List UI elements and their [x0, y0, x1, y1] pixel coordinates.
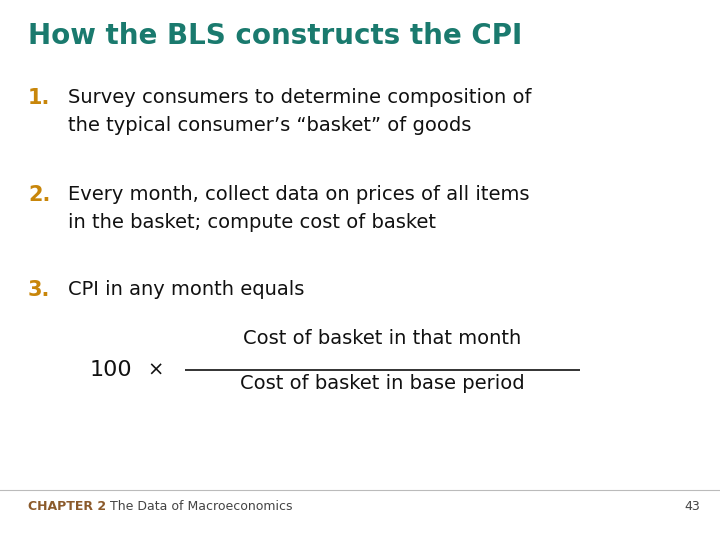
Text: 2.: 2. [28, 185, 50, 205]
Text: The Data of Macroeconomics: The Data of Macroeconomics [110, 500, 292, 513]
Text: 3.: 3. [28, 280, 50, 300]
Text: How the BLS constructs the CPI: How the BLS constructs the CPI [28, 22, 522, 50]
Text: Cost of basket in that month: Cost of basket in that month [243, 329, 521, 348]
Text: 43: 43 [684, 500, 700, 513]
Text: 100: 100 [90, 360, 132, 380]
Text: Survey consumers to determine composition of: Survey consumers to determine compositio… [68, 88, 531, 107]
Text: CPI in any month equals: CPI in any month equals [68, 280, 305, 299]
Text: ×: × [147, 361, 163, 380]
Text: the typical consumer’s “basket” of goods: the typical consumer’s “basket” of goods [68, 116, 472, 135]
Text: CHAPTER 2: CHAPTER 2 [28, 500, 106, 513]
Text: 1.: 1. [28, 88, 50, 108]
Text: Every month, collect data on prices of all items: Every month, collect data on prices of a… [68, 185, 529, 204]
Text: in the basket; compute cost of basket: in the basket; compute cost of basket [68, 213, 436, 232]
Text: Cost of basket in base period: Cost of basket in base period [240, 374, 525, 393]
